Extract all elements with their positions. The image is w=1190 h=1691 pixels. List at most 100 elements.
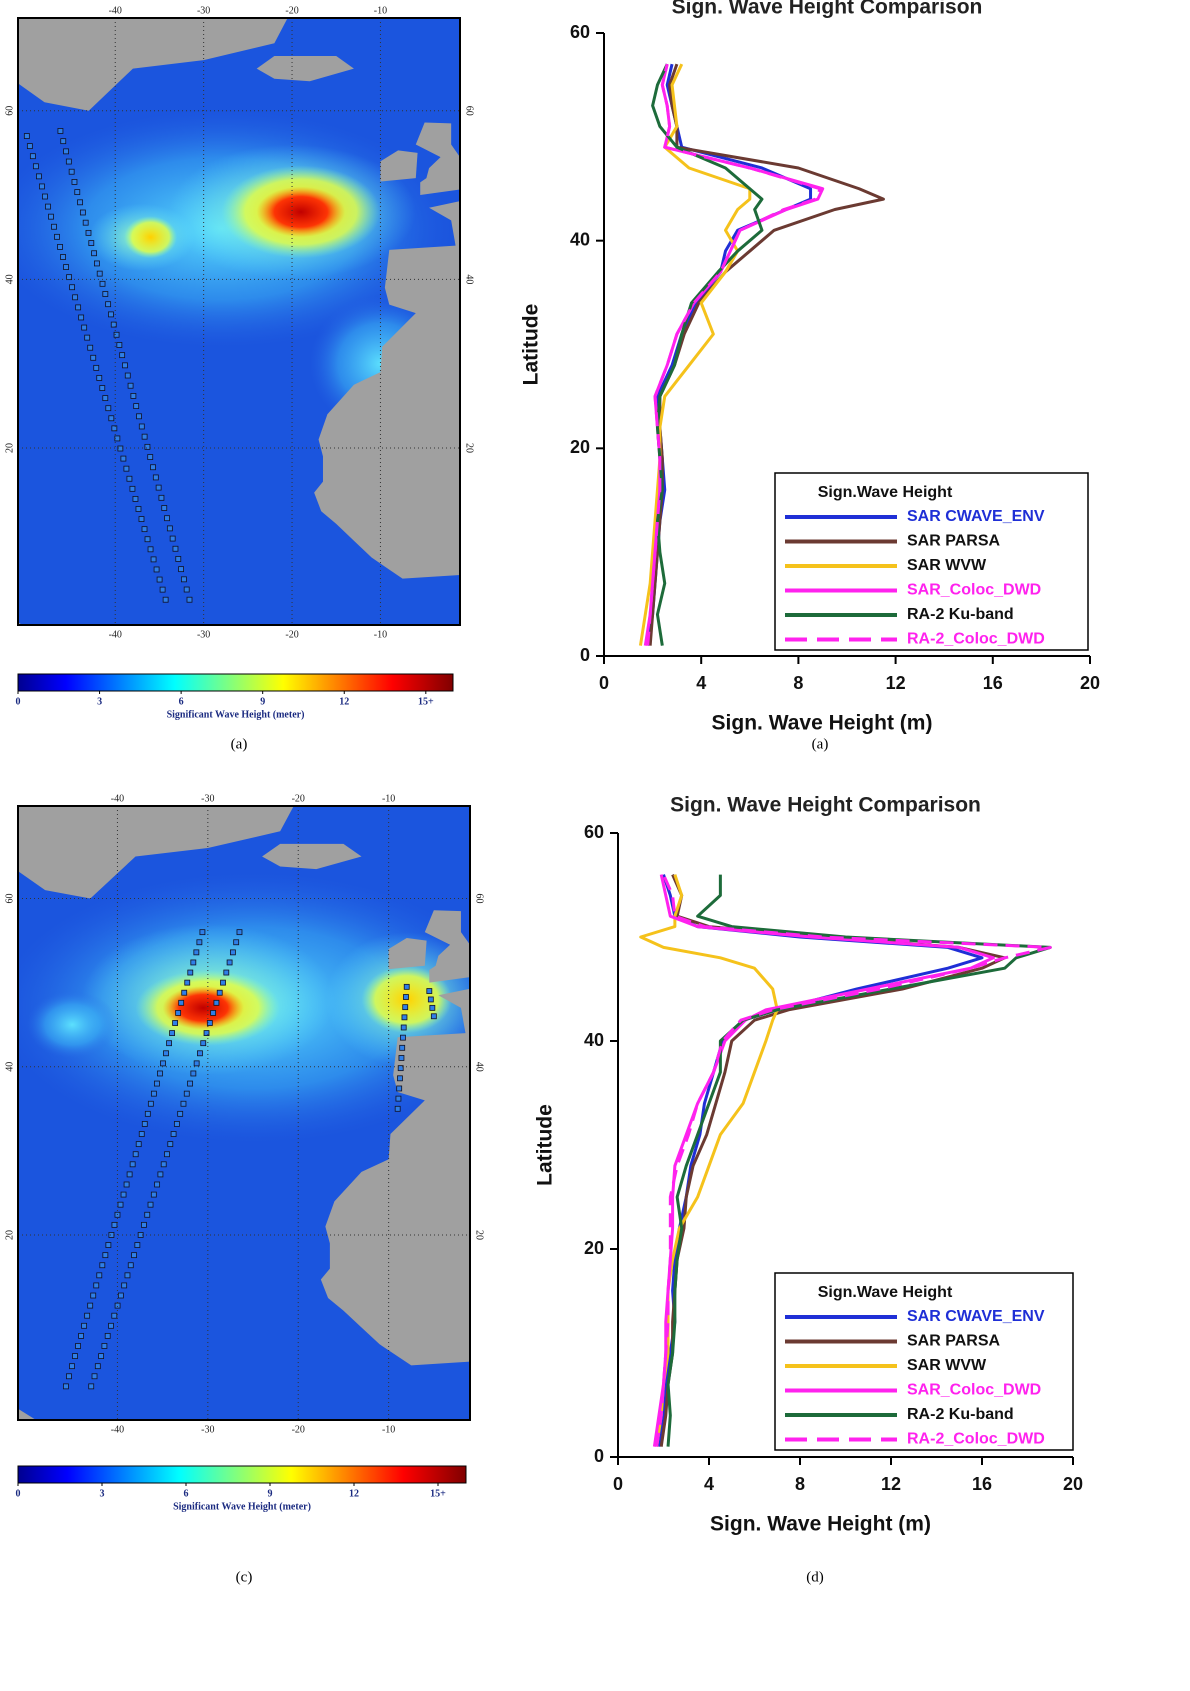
land [415, 122, 460, 196]
track-point [141, 1121, 148, 1127]
colorbar-tick-label: 3 [97, 696, 102, 707]
track-point [88, 240, 95, 246]
legend-label: SAR CWAVE_ENV [907, 1308, 1045, 1325]
track-point [223, 969, 230, 976]
track-point [96, 375, 103, 381]
y-tick-label: 40 [570, 229, 590, 249]
x-tick-label: -40 [109, 5, 122, 16]
track-point [233, 939, 240, 946]
x-tick-label: -10 [374, 5, 387, 16]
track-point [120, 1191, 127, 1198]
x-tick-label: -30 [201, 793, 214, 804]
track-point [161, 505, 168, 511]
track-point [169, 535, 176, 542]
y-tick-label: 20 [4, 443, 15, 453]
track-point [105, 405, 112, 412]
track-point [396, 1085, 403, 1092]
track-point [197, 1050, 203, 1057]
track-point [236, 929, 243, 936]
track-point [138, 516, 145, 522]
track-point [131, 1252, 137, 1259]
colorbar-tick-label: 15+ [418, 696, 434, 707]
track-point [87, 344, 94, 351]
track-point [427, 996, 434, 1003]
track-point [126, 475, 133, 482]
track-point [75, 1343, 81, 1349]
track-point [150, 556, 157, 563]
track-point [94, 1363, 101, 1370]
y-axis-label: Latitude [520, 304, 543, 386]
x-tick-label: -30 [197, 629, 210, 640]
track-point [82, 219, 89, 226]
land [314, 201, 460, 579]
chart-title: Sign. Wave Height Comparison [672, 0, 983, 19]
x-tick-label: -20 [292, 793, 305, 804]
track-point [138, 423, 145, 430]
track-point [130, 393, 137, 399]
track-point [186, 596, 193, 603]
caption: (c) [236, 1569, 253, 1585]
track-point [74, 189, 81, 196]
track-point [173, 1121, 180, 1127]
track-point [81, 324, 88, 331]
track-point [175, 1010, 182, 1016]
x-tick-label: -30 [201, 1424, 214, 1435]
x-tick-label: -40 [111, 793, 124, 804]
track-point [57, 128, 64, 134]
track-point [127, 1262, 134, 1269]
track-point [42, 193, 48, 200]
x-tick-label: -10 [382, 1424, 395, 1435]
track-point [206, 1020, 213, 1026]
legend-label: RA-2_Coloc_DWD [907, 1431, 1045, 1448]
x-tick-label: -30 [197, 5, 210, 16]
track-point [429, 1004, 436, 1011]
track-point [157, 1070, 163, 1077]
track-point [54, 233, 60, 240]
map-area [18, 18, 460, 625]
track-point [124, 372, 131, 379]
land [18, 18, 288, 111]
y-tick-label: 60 [584, 822, 604, 842]
legend-label: SAR_Coloc_DWD [907, 1382, 1041, 1399]
legend-title: Sign.Wave Height [818, 1284, 953, 1301]
x-tick-label: 12 [886, 673, 906, 693]
track-point [45, 203, 51, 210]
track-point [63, 264, 69, 270]
track-point [101, 1343, 108, 1349]
track-point [94, 260, 100, 267]
track-point [153, 566, 160, 573]
track-point [177, 1110, 184, 1117]
track-point [32, 163, 39, 170]
x-tick-label: 8 [793, 673, 803, 693]
track-point [78, 1332, 84, 1339]
track-point [398, 1055, 405, 1061]
track-point [138, 1131, 145, 1137]
track-point [111, 1221, 118, 1228]
track-point [169, 1030, 175, 1036]
track-point [166, 1040, 172, 1047]
y-tick-label: 60 [474, 894, 485, 904]
track-point [229, 949, 236, 956]
track-point [144, 1110, 151, 1117]
y-axis-label: Latitude [534, 1104, 557, 1186]
track-point [178, 999, 185, 1006]
track-point [155, 484, 162, 491]
x-tick-label: -10 [382, 793, 395, 804]
y-tick-label: 20 [464, 443, 475, 453]
x-axis-label: Sign. Wave Height (m) [712, 712, 933, 735]
wave-field [124, 216, 178, 259]
track-point [90, 354, 97, 361]
track-point [213, 999, 220, 1006]
caption: (d) [806, 1569, 824, 1585]
track-point [430, 1013, 437, 1020]
track-point [132, 496, 139, 502]
colorbar-tick-label: 6 [179, 696, 184, 707]
x-tick-label: 0 [599, 673, 609, 693]
colorbar-tick-label: 6 [184, 1488, 189, 1499]
track-point [81, 1322, 88, 1329]
track-point [187, 969, 194, 976]
track-point [135, 506, 142, 512]
y-tick-label: 60 [464, 106, 475, 116]
land [388, 938, 427, 970]
track-point [196, 939, 203, 946]
